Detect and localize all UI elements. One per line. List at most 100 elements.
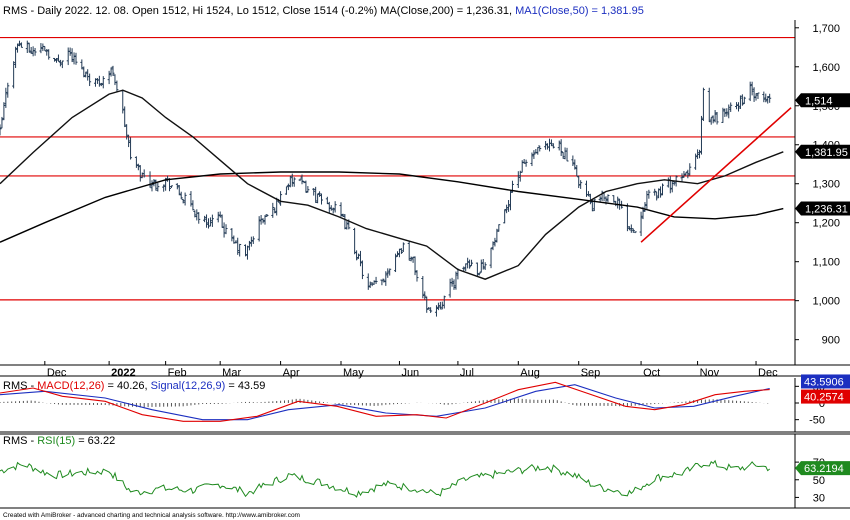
ohlc-bar [84,71,88,78]
ohlc-bar [263,215,267,225]
ohlc-bar [284,186,288,195]
macd-value-tag-label: 43.5906 [804,376,844,388]
ohlc-bar [339,202,343,217]
macd-value-tag-box [801,389,850,404]
ohlc-bar [386,268,390,278]
macd-header-value: = 40.26, [104,380,147,392]
ohlc-bar [764,93,768,103]
ohlc-bar [290,173,294,187]
ohlc-bar [101,76,105,89]
macd-header-label: MACD(12,26) [37,380,104,392]
ohlc-bar [216,211,220,223]
x-tick-label: Aug [520,367,540,379]
ohlc-bar [111,65,115,76]
ohlc-bar [109,67,113,77]
ohlc-bar [557,140,561,151]
macd-value-tag-label: 40.2574 [804,392,844,404]
ohlc-bar [238,243,242,257]
ohlc-bar [70,48,74,63]
ohlc-bar [399,248,403,254]
ohlc-bar [181,198,185,204]
ohlc-bar [394,253,398,273]
ohlc-bar [475,262,479,277]
ohlc-bar [682,171,686,178]
ohlc-bar [538,145,542,152]
ohlc-bar [631,228,635,233]
x-tick-label: May [343,367,364,379]
ohlc-bar [249,236,253,247]
macd-tick-label: -50 [809,415,825,427]
ohlc-bar [261,218,265,224]
ohlc-bar [762,91,766,103]
ohlc-bar [4,87,8,108]
signal-header-value: = 43.59 [225,380,265,392]
ohlc-bar [288,175,292,188]
ohlc-bar [382,278,386,283]
ohlc-bar [434,305,438,317]
ohlc-bar [374,276,378,285]
rsi-header: RMS - RSI(15) = 63.22 [3,435,115,447]
price-value-tag-label: 1,381.95 [805,147,848,159]
ohlc-bar [271,202,275,218]
macd-value-tag: 43.5906 [801,374,850,389]
ohlc-bar [509,190,513,211]
rsi-value-tag-box [795,461,850,476]
ohlc-bar [55,58,59,63]
rsi-gridlines [0,433,850,509]
price-tick-label: 1,100 [812,257,840,269]
ohlc-bar [197,212,201,224]
rsi-line [0,459,771,498]
ohlc-bar [17,40,21,47]
ohlc-bar [707,87,711,123]
x-tick-label: 2022 [111,367,135,379]
ohlc-bar [251,236,255,244]
ohlc-bar [53,57,57,62]
trendline [640,107,792,243]
ohlc-bar [169,185,173,188]
ohlc-bar [224,224,228,235]
ohlc-bar [491,241,495,251]
ohlc-bar [495,228,499,243]
ohlc-bar [358,250,362,267]
ohlc-bar [300,174,304,185]
ohlc-bar [156,182,160,192]
ohlc-bar [12,61,16,89]
ohlc-bar [507,200,511,212]
ohlc-bar [606,194,610,203]
ohlc-bar [134,156,138,168]
ohlc-bar [740,94,744,106]
price-header: RMS - Daily 2022. 12. 08. Open 1512, Hi … [3,5,644,17]
ohlc-bar [661,183,664,196]
ohlc-bar [750,81,754,96]
ohlc-bar [713,110,717,123]
ohlc-bar [462,266,466,272]
ohlc-bar [312,188,316,196]
ohlc-bar [516,171,520,189]
ohlc-bar [415,270,419,282]
ohlc-bar [735,102,739,110]
macd-line [0,381,770,422]
ohlc-bar [429,307,433,313]
ohlc-bar [193,210,197,218]
ohlc-bar [368,281,372,288]
ohlc-bar [699,115,703,155]
ohlc-bar [127,134,131,148]
ohlc-bar [436,302,440,311]
ma200-line [0,171,784,243]
macd-pane: RMS - MACD(12,26) = 40.26, Signal(12,26,… [0,374,850,433]
x-tick-label: Jun [401,367,419,379]
price-value-tag: 1,236.31 [795,201,850,216]
ohlc-bar [588,193,592,205]
ohlc-bar [551,143,555,149]
support-resistance-lines [0,36,795,301]
ohlc-bar [333,201,337,213]
ohlc-bar [175,183,179,190]
rsi-value-tags: 63.2194 [795,461,850,475]
ohlc-bar [279,191,283,206]
ohlc-bar [481,258,485,270]
price-value-tag-box [795,144,850,159]
ohlc-bar [45,49,49,56]
ohlc-bar [355,250,359,261]
ohlc-bar [314,186,318,203]
macd-gridlines [0,375,850,433]
